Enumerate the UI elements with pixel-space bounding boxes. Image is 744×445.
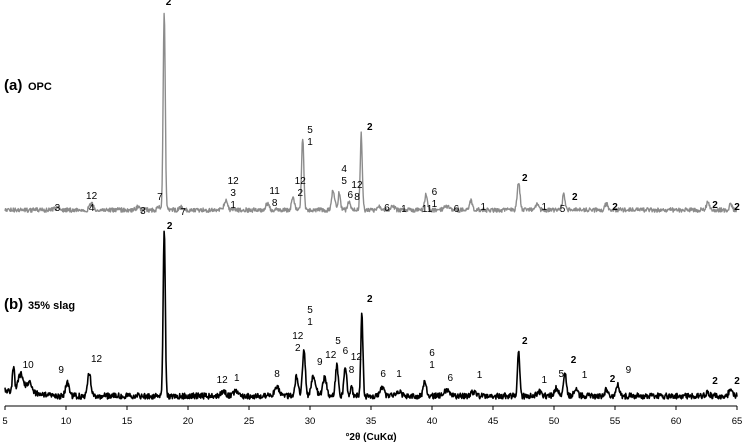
x-tick-label: 5 xyxy=(2,416,7,427)
peak-label-b: 1 xyxy=(234,373,240,384)
peak-label-a: 3 xyxy=(55,203,61,214)
peak-label-b: 2 xyxy=(734,376,740,387)
peak-label-b: 8 xyxy=(349,365,355,376)
x-axis-ticks: 5 10 15 20 25 30 35 40 45 50 55 60 65 xyxy=(2,406,742,427)
peak-label-a: 7 xyxy=(157,192,163,203)
peak-label-a: 1 xyxy=(307,137,313,148)
peak-label-a: 1 xyxy=(480,202,486,213)
pattern-a-line xyxy=(4,12,738,213)
panel-a-letter: (a) xyxy=(4,77,22,94)
peak-label-b: 1 xyxy=(429,360,435,371)
peak-label-a: 2 xyxy=(522,173,528,184)
peak-label-a: 4 xyxy=(341,164,347,175)
peak-label-b: 9 xyxy=(58,365,64,376)
peak-label-b: 2 xyxy=(367,294,373,305)
peak-label-b: 12 xyxy=(217,375,229,386)
peak-label-b: 10 xyxy=(23,360,35,371)
x-tick-label: 45 xyxy=(488,416,499,427)
x-tick-label: 55 xyxy=(610,416,621,427)
peak-label-a: 1 xyxy=(432,199,438,210)
peak-label-a: 2 xyxy=(572,192,578,203)
peak-label-b: 2 xyxy=(610,374,616,385)
peak-label-a: 12 xyxy=(295,176,307,187)
diffraction-patterns xyxy=(4,12,738,400)
peak-label-b: 6 xyxy=(380,369,386,380)
peak-label-b: 9 xyxy=(626,365,632,376)
peak-label-b: 2 xyxy=(712,376,718,387)
peak-label-a: 1 xyxy=(401,204,407,215)
peak-label-b: 6 xyxy=(448,373,454,384)
panel-a-label: (a) OPC xyxy=(4,77,52,94)
x-tick-label: 60 xyxy=(671,416,682,427)
peak-label-a: 2 xyxy=(734,202,740,213)
peak-label-b: 8 xyxy=(274,369,280,380)
peak-label-b: 2 xyxy=(295,343,301,354)
peak-label-a: 6 xyxy=(347,190,353,201)
x-tick-label: 30 xyxy=(305,416,316,427)
peak-label-a: 6 xyxy=(454,204,460,215)
peak-label-b: 5 xyxy=(559,369,565,380)
peak-label-b: 1 xyxy=(396,369,402,380)
x-tick-label: 10 xyxy=(61,416,72,427)
peak-label-a: 2 xyxy=(367,122,373,133)
peak-label-a: 3 xyxy=(140,206,146,217)
peak-label-a: 2 xyxy=(712,200,718,211)
pattern-b-line xyxy=(4,230,738,400)
peak-label-a: 2 xyxy=(166,0,172,8)
peak-label-a: 5 xyxy=(341,176,347,187)
peak-label-b: 9 xyxy=(317,357,323,368)
x-tick-label: 50 xyxy=(549,416,560,427)
peak-label-b: 5 xyxy=(307,305,313,316)
peak-label-a: 12 xyxy=(351,180,363,191)
x-tick-label: 35 xyxy=(366,416,377,427)
peak-label-a: 11 xyxy=(422,204,433,215)
peak-label-a: 3 xyxy=(230,188,236,199)
peak-label-b: 2 xyxy=(522,336,528,347)
x-tick-label: 20 xyxy=(183,416,194,427)
peak-label-a: 8 xyxy=(354,192,360,203)
peak-label-b: 12 xyxy=(292,331,304,342)
peak-label-a: 4 xyxy=(89,203,95,214)
peak-label-a: 5 xyxy=(307,125,313,136)
peak-label-a: 12 xyxy=(228,176,240,187)
peak-label-b: 5 xyxy=(335,336,341,347)
peak-label-b: 12 xyxy=(91,354,103,365)
peak-label-a: 1 xyxy=(230,200,236,211)
x-tick-label: 25 xyxy=(244,416,255,427)
peak-label-b: 6 xyxy=(429,348,435,359)
x-tick-label: 15 xyxy=(122,416,133,427)
panel-b-name: 35% slag xyxy=(28,300,75,312)
peak-label-a: 1 xyxy=(541,202,547,213)
peak-label-b: 2 xyxy=(167,221,173,232)
panel-a-name: OPC xyxy=(28,81,52,93)
peak-label-a: 2 xyxy=(612,202,618,213)
x-tick-label: 65 xyxy=(732,416,743,427)
panel-b-letter: (b) xyxy=(4,296,23,313)
peak-label-b: 1 xyxy=(582,370,588,381)
peak-label-a: 6 xyxy=(432,187,438,198)
x-axis: 5 10 15 20 25 30 35 40 45 50 55 60 65 °2θ (CuKα) xyxy=(2,405,742,443)
peak-label-b: 12 xyxy=(325,350,337,361)
panel-b-label: (b) 35% slag xyxy=(4,296,75,313)
peak-label-a: 6 xyxy=(384,203,390,214)
x-axis-title: °2θ (CuKα) xyxy=(345,432,396,443)
peak-label-a: 2 xyxy=(297,188,303,199)
x-tick-label: 40 xyxy=(427,416,438,427)
peak-label-b: 1 xyxy=(307,317,313,328)
peak-label-a: 5 xyxy=(560,204,566,215)
peak-label-b: 2 xyxy=(571,355,577,366)
peak-label-a: 11 xyxy=(269,186,280,197)
peak-label-b: 12 xyxy=(351,352,363,363)
peak-label-b: 6 xyxy=(343,346,349,357)
peak-label-b: 1 xyxy=(541,375,547,386)
peak-label-a: 7 xyxy=(180,207,186,218)
peak-label-a: 12 xyxy=(86,191,98,202)
peak-label-b: 1 xyxy=(477,370,483,381)
peak-label-a: 8 xyxy=(272,198,278,209)
